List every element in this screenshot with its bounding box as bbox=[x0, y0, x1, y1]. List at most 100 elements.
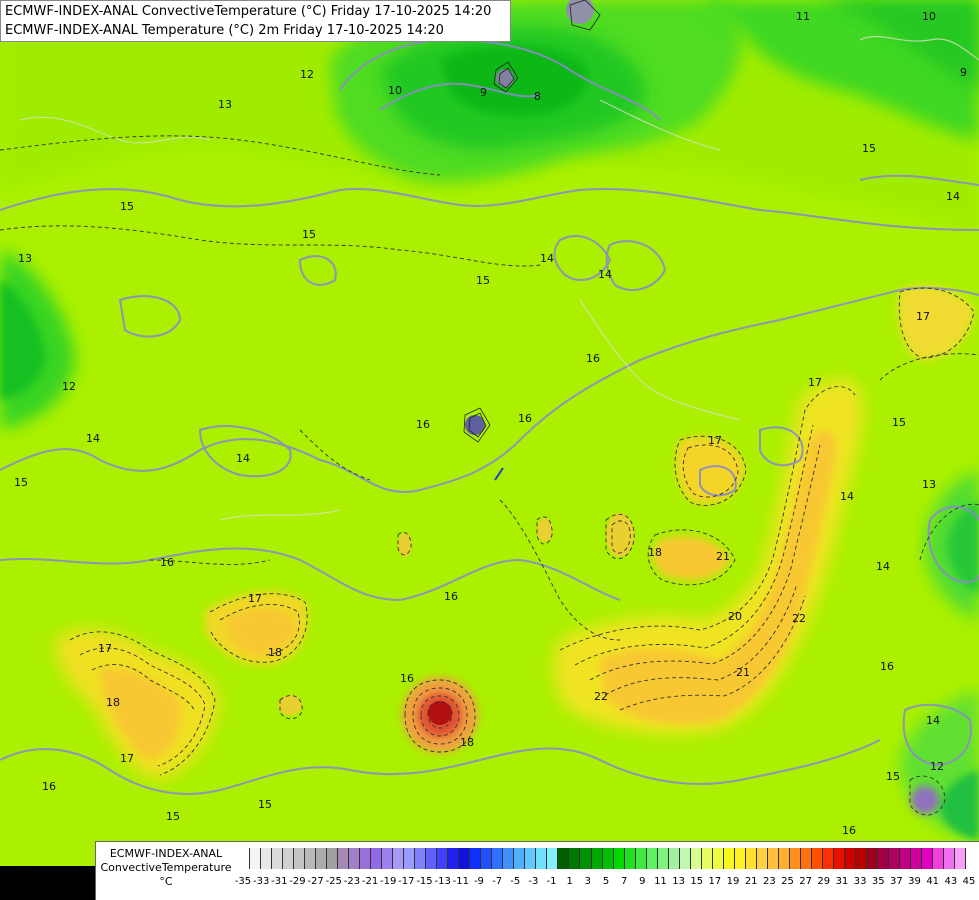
legend-tick-label: -27 bbox=[307, 876, 324, 887]
legend-tick-label: 3 bbox=[584, 876, 592, 887]
legend-tick-label: 15 bbox=[690, 876, 704, 887]
legend-swatch bbox=[580, 848, 592, 869]
legend-tick-label: 27 bbox=[799, 876, 813, 887]
legend-tick-label: -1 bbox=[546, 876, 557, 887]
legend-tick-label: -15 bbox=[416, 876, 433, 887]
legend-tick-label: -5 bbox=[510, 876, 521, 887]
legend-swatch bbox=[910, 848, 922, 869]
legend-tick-label: 7 bbox=[620, 876, 628, 887]
contour-label: 15 bbox=[862, 142, 876, 155]
legend-tick-label: 19 bbox=[726, 876, 740, 887]
legend-swatch bbox=[811, 848, 823, 869]
legend-swatch bbox=[800, 848, 812, 869]
legend-swatch bbox=[833, 848, 845, 869]
country-borders bbox=[0, 35, 979, 872]
contour-label: 12 bbox=[300, 68, 314, 81]
temperature-contours bbox=[0, 38, 979, 795]
contour-label: 13 bbox=[922, 478, 936, 491]
legend-tick-label: -35 bbox=[234, 876, 252, 887]
contour-label: 9 bbox=[960, 66, 967, 79]
legend-tick-label: -21 bbox=[361, 876, 379, 887]
legend-swatch bbox=[503, 848, 515, 869]
legend-tick-label: 39 bbox=[908, 876, 921, 887]
legend-swatch bbox=[327, 848, 339, 869]
contour-label: 11 bbox=[796, 10, 810, 23]
contour-label: 15 bbox=[892, 416, 906, 429]
legend-swatch bbox=[382, 848, 394, 869]
legend-swatch bbox=[525, 848, 537, 869]
legend-swatch bbox=[349, 848, 361, 869]
contour-label: 22 bbox=[792, 612, 806, 625]
map-title-box: ECMWF-INDEX-ANAL ConvectiveTemperature (… bbox=[0, 0, 511, 42]
contour-label: 18 bbox=[648, 546, 662, 559]
legend-swatch bbox=[547, 848, 559, 869]
contour-labels: 10 9 8 11 10 9 13 12 15 15 15 14 14 15 1… bbox=[14, 10, 967, 837]
contour-label: 10 bbox=[922, 10, 936, 23]
map-corner bbox=[0, 866, 95, 900]
legend-tick-label: 5 bbox=[602, 876, 610, 887]
legend-title: ECMWF-INDEX-ANAL ConvectiveTemperature °… bbox=[96, 847, 236, 889]
contour-label: 16 bbox=[400, 672, 414, 685]
legend-swatch bbox=[404, 848, 416, 869]
contour-label: 18 bbox=[268, 646, 282, 659]
legend-swatch bbox=[734, 848, 746, 869]
legend-swatch bbox=[426, 848, 438, 869]
legend-swatch bbox=[602, 848, 614, 869]
legend-tick-label: 9 bbox=[639, 876, 646, 887]
contour-label: 16 bbox=[518, 412, 532, 425]
legend-tick-label: -33 bbox=[252, 876, 270, 887]
contour-label: 14 bbox=[236, 452, 250, 465]
legend-tick-label: -7 bbox=[492, 876, 503, 887]
legend-swatch bbox=[844, 848, 856, 869]
dense-isolines bbox=[463, 0, 601, 443]
legend-color-scale bbox=[239, 848, 967, 869]
legend-ticks: -35 -33 -31 -29 -27 -25 -23 -21 -19 -17 -15 -13 -11-… bbox=[235, 876, 979, 890]
legend-swatch bbox=[261, 848, 273, 869]
legend-swatch bbox=[888, 848, 900, 869]
legend-swatch bbox=[283, 848, 295, 869]
legend-tick-label: 31 bbox=[835, 876, 849, 887]
contour-label: 10 bbox=[388, 84, 402, 97]
legend-tick-label: 41 bbox=[926, 876, 940, 887]
legend-swatch bbox=[459, 848, 471, 869]
contour-label: 17 bbox=[98, 642, 112, 655]
legend-swatch bbox=[767, 848, 779, 869]
legend-swatch bbox=[569, 848, 581, 869]
contour-label: 17 bbox=[248, 592, 262, 605]
contour-label: 14 bbox=[840, 490, 854, 503]
contour-label: 14 bbox=[926, 714, 940, 727]
legend-swatch bbox=[294, 848, 306, 869]
legend-swatch bbox=[877, 848, 889, 869]
legend-swatch bbox=[668, 848, 680, 869]
legend-swatch bbox=[360, 848, 372, 869]
contour-label: 14 bbox=[598, 268, 612, 281]
contour-label: 17 bbox=[708, 434, 722, 447]
legend-tick-label: 13 bbox=[672, 876, 685, 887]
legend-tick-label: 29 bbox=[817, 876, 831, 887]
contour-label: 15 bbox=[14, 476, 28, 489]
legend-title-unit: °C bbox=[159, 875, 173, 888]
contour-label: 18 bbox=[106, 696, 120, 709]
legend-swatch bbox=[250, 848, 262, 869]
legend-tick-label: -23 bbox=[343, 876, 361, 887]
legend-swatch bbox=[481, 848, 493, 869]
contour-label: 13 bbox=[18, 252, 32, 265]
contour-label: 17 bbox=[808, 376, 822, 389]
contour-label: 9 bbox=[480, 86, 487, 99]
legend-tick-label: -19 bbox=[380, 876, 397, 887]
legend-tick-label: 17 bbox=[708, 876, 722, 887]
legend-swatch bbox=[701, 848, 713, 869]
contour-label: 12 bbox=[62, 380, 76, 393]
legend-swatch bbox=[899, 848, 911, 869]
legend-swatch bbox=[613, 848, 625, 869]
contour-label: 14 bbox=[946, 190, 960, 203]
contour-label: 17 bbox=[120, 752, 134, 765]
legend-swatch bbox=[371, 848, 383, 869]
legend-swatch bbox=[239, 848, 251, 869]
contour-label: 15 bbox=[302, 228, 316, 241]
contour-label: 14 bbox=[540, 252, 554, 265]
legend-swatch bbox=[536, 848, 548, 869]
contour-label: 16 bbox=[42, 780, 56, 793]
legend-title-line-2: ConvectiveTemperature bbox=[100, 861, 232, 874]
